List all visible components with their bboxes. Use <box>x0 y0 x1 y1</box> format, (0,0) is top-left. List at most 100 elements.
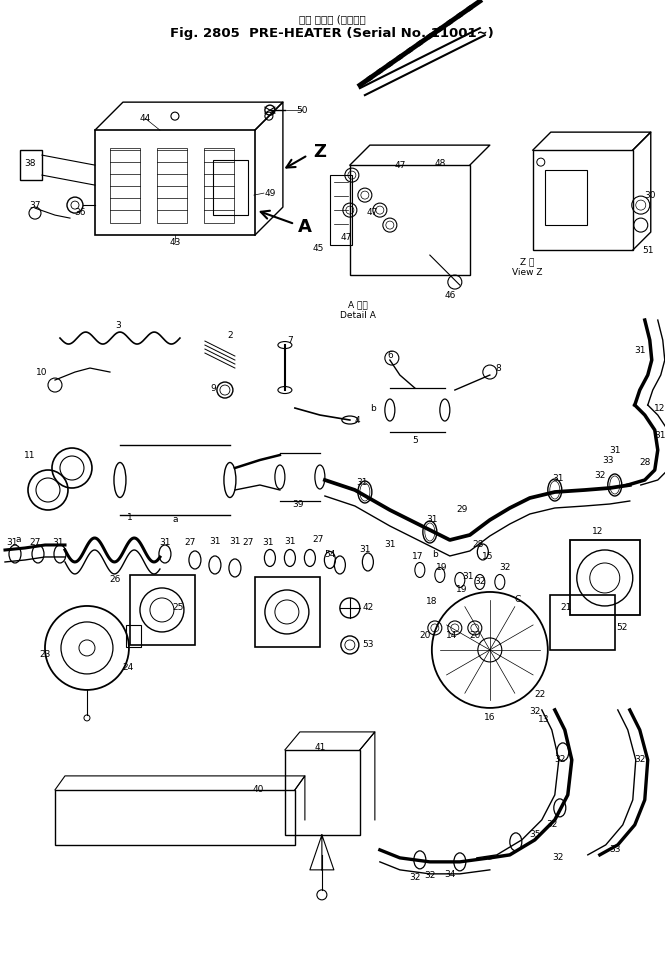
Text: 22: 22 <box>534 690 545 700</box>
Text: 31: 31 <box>6 538 18 547</box>
Bar <box>550 595 614 650</box>
Text: 43: 43 <box>170 237 181 247</box>
Text: 45: 45 <box>312 244 324 253</box>
Text: Fig. 2805  PRE-HEATER (Serial No. 11001~): Fig. 2805 PRE-HEATER (Serial No. 11001~) <box>170 27 493 40</box>
Text: 31: 31 <box>229 538 241 546</box>
Text: A 拡大: A 拡大 <box>348 300 368 309</box>
Text: 37: 37 <box>29 200 41 210</box>
Text: 3: 3 <box>115 321 121 330</box>
Text: 32: 32 <box>529 708 541 716</box>
Text: 31: 31 <box>384 540 396 549</box>
Text: 2: 2 <box>227 330 233 339</box>
Text: 31: 31 <box>654 431 665 439</box>
Text: 39: 39 <box>292 501 304 509</box>
Text: 28: 28 <box>639 458 650 467</box>
Text: 31: 31 <box>552 473 563 482</box>
Text: 6: 6 <box>387 351 393 360</box>
Text: 33: 33 <box>609 846 620 854</box>
Text: 27: 27 <box>312 536 324 544</box>
Text: 32: 32 <box>634 755 646 764</box>
Text: Detail A: Detail A <box>340 311 376 320</box>
Text: Z 後: Z 後 <box>519 258 534 266</box>
Text: 28: 28 <box>472 540 483 549</box>
Bar <box>545 170 587 226</box>
Text: 31: 31 <box>609 445 620 455</box>
Bar <box>213 160 248 215</box>
Text: 20: 20 <box>419 632 430 641</box>
Bar <box>20 150 42 180</box>
Text: 32: 32 <box>546 820 557 829</box>
Text: A: A <box>298 218 312 236</box>
Text: 40: 40 <box>252 785 263 794</box>
Text: 32: 32 <box>474 577 485 586</box>
Bar <box>157 148 187 224</box>
Text: プレ ヒータ (適用号機: プレ ヒータ (適用号機 <box>299 15 365 24</box>
Text: 33: 33 <box>602 456 614 465</box>
Text: 9: 9 <box>210 384 216 393</box>
Text: 27: 27 <box>242 538 253 547</box>
Text: 21: 21 <box>560 604 571 612</box>
Text: 16: 16 <box>484 713 495 722</box>
Text: 30: 30 <box>644 191 656 199</box>
Text: 32: 32 <box>409 874 420 883</box>
Text: View Z: View Z <box>511 267 542 277</box>
Text: Z: Z <box>313 143 327 161</box>
Text: 46: 46 <box>444 291 456 299</box>
Bar <box>95 130 255 235</box>
Text: 12: 12 <box>654 403 665 412</box>
Text: 53: 53 <box>362 641 374 649</box>
Text: 27: 27 <box>184 538 196 547</box>
Text: 52: 52 <box>616 623 628 633</box>
Text: 18: 18 <box>426 598 438 607</box>
Text: 23: 23 <box>39 650 51 659</box>
Bar <box>130 575 195 645</box>
Text: 31: 31 <box>53 538 64 547</box>
Text: 31: 31 <box>159 538 171 547</box>
Bar <box>110 148 140 224</box>
Text: 14: 14 <box>446 632 458 641</box>
Text: 49: 49 <box>264 189 275 197</box>
Text: 10: 10 <box>36 367 48 376</box>
Text: 31: 31 <box>634 346 646 355</box>
Text: 5: 5 <box>412 435 418 444</box>
Text: 32: 32 <box>424 871 436 881</box>
Bar <box>126 625 141 647</box>
Text: 50: 50 <box>296 106 308 115</box>
Text: 24: 24 <box>122 664 134 673</box>
Text: 31: 31 <box>426 515 438 525</box>
Text: a: a <box>15 536 21 544</box>
Text: C: C <box>515 596 521 605</box>
Text: 19: 19 <box>456 585 467 595</box>
Text: 44: 44 <box>140 114 150 122</box>
Text: 8: 8 <box>495 364 501 372</box>
Text: 41: 41 <box>314 744 326 752</box>
Text: 48: 48 <box>434 158 446 167</box>
Text: 31: 31 <box>462 573 473 581</box>
Text: 47: 47 <box>340 232 352 242</box>
Text: 1: 1 <box>127 513 133 523</box>
Bar <box>330 175 352 245</box>
Text: 32: 32 <box>554 755 565 764</box>
Text: 54: 54 <box>325 550 336 560</box>
Text: b: b <box>370 403 376 412</box>
Bar <box>350 165 470 275</box>
Text: 38: 38 <box>24 158 36 167</box>
Text: 17: 17 <box>412 552 424 562</box>
Text: 34: 34 <box>444 870 456 880</box>
Text: 27: 27 <box>29 538 41 547</box>
Text: 29: 29 <box>456 505 467 514</box>
Text: 11: 11 <box>24 450 36 460</box>
Text: 19: 19 <box>436 564 448 573</box>
Bar <box>533 150 633 250</box>
Text: 36: 36 <box>74 208 86 217</box>
Text: a: a <box>172 515 178 525</box>
Bar <box>55 790 295 845</box>
Text: 20: 20 <box>469 632 481 641</box>
Text: 32: 32 <box>594 470 605 479</box>
Bar <box>285 750 360 835</box>
Text: 25: 25 <box>172 604 184 612</box>
Text: 13: 13 <box>538 715 549 724</box>
Text: 47: 47 <box>366 208 378 217</box>
Text: b: b <box>432 550 438 560</box>
Text: 32: 32 <box>552 853 563 862</box>
